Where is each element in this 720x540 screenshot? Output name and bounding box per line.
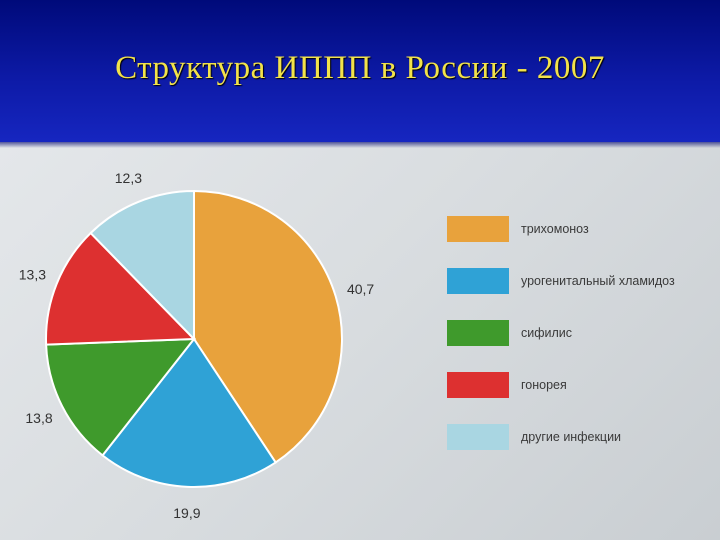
- data-label: 40,7: [347, 281, 374, 297]
- slide-title: Структура ИППП в России - 2007: [115, 50, 605, 86]
- data-label: 12,3: [115, 170, 142, 186]
- pie-slices: [45, 189, 343, 488]
- data-labels: 40,7 19,9 13,8 13,3 12,3: [19, 170, 375, 521]
- legend-swatch: [447, 216, 509, 242]
- legend-swatch: [447, 268, 509, 294]
- legend: трихомоноз урогенитальный хламидоз сифилис…: [447, 216, 675, 450]
- legend-label: гонорея: [521, 378, 567, 392]
- legend-swatch: [447, 424, 509, 450]
- pie-slice: [101, 337, 278, 488]
- legend-label: урогенитальный хламидоз: [521, 274, 675, 288]
- legend-label: сифилис: [521, 326, 572, 340]
- legend-swatch: [447, 320, 509, 346]
- legend-label: другие инфекции: [521, 430, 621, 444]
- background-edge: [0, 142, 720, 148]
- legend-swatch: [447, 372, 509, 398]
- data-label: 13,3: [19, 266, 46, 282]
- pie-slice: [45, 337, 197, 457]
- title-bar: Структура ИППП в России - 2007: [0, 0, 720, 142]
- data-label: 19,9: [173, 505, 200, 521]
- pie-chart: 40,7 19,9 13,8 13,3 12,3 трихомоноз урогенита…: [19, 170, 675, 521]
- data-label: 13,8: [25, 410, 52, 426]
- pie-slice: [89, 189, 195, 342]
- pie-slice: [45, 231, 197, 346]
- legend-label: трихомоноз: [521, 222, 589, 236]
